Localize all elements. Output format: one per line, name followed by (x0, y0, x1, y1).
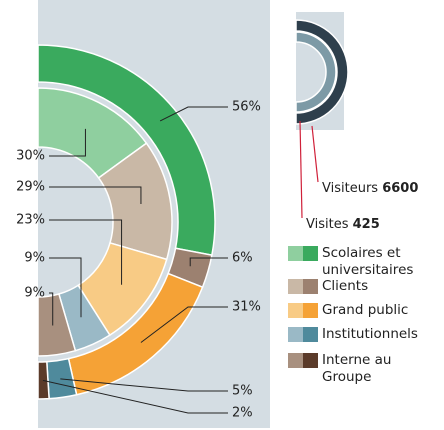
leader-line (311, 125, 319, 183)
leader-line (189, 257, 228, 267)
leader-line (49, 128, 86, 157)
data-label: 5% (232, 384, 253, 399)
data-label: 30% (16, 149, 45, 164)
leader-line (49, 292, 54, 326)
data-label: 56% (232, 100, 261, 115)
series-value: 6600 (382, 181, 418, 196)
donut-segment (295, 31, 337, 113)
mini-label: Visites 425 (306, 217, 380, 232)
series-name: Visites (306, 217, 349, 232)
legend-swatch (288, 279, 303, 294)
legend-label: Clients (322, 278, 369, 294)
mini-label: Visiteurs 6600 (322, 181, 418, 196)
series-name: Visiteurs (322, 181, 378, 196)
legend-swatch (303, 279, 318, 294)
legend-label: Interne au Groupe (322, 352, 392, 385)
data-label: 23% (16, 213, 45, 228)
legend-swatch (288, 246, 303, 261)
donut-segment (37, 293, 77, 357)
leader-line (49, 186, 142, 205)
data-label: 9% (24, 286, 45, 301)
data-label: 6% (232, 251, 253, 266)
leader-line (49, 257, 82, 318)
legend-swatch (303, 303, 318, 318)
leader-line (140, 306, 228, 343)
legend-label: Grand public (322, 302, 409, 318)
legend-swatch (303, 353, 318, 368)
leader-line (159, 106, 228, 122)
legend-label: Scolaires et universitaires (322, 245, 414, 278)
data-label: 9% (24, 251, 45, 266)
data-label: 31% (232, 300, 261, 315)
leader-line (60, 378, 228, 392)
data-label: 2% (232, 406, 253, 421)
donut-segment (295, 19, 349, 125)
leader-line (42, 379, 228, 414)
legend-swatch (303, 327, 318, 342)
legend-swatch (288, 353, 303, 368)
legend-label: Institutionnels (322, 326, 418, 342)
legend-swatch (288, 327, 303, 342)
series-value: 425 (353, 217, 380, 232)
leader-line (49, 219, 123, 285)
leader-line (299, 120, 303, 219)
data-label: 29% (16, 180, 45, 195)
legend-swatch (303, 246, 318, 261)
legend-swatch (288, 303, 303, 318)
